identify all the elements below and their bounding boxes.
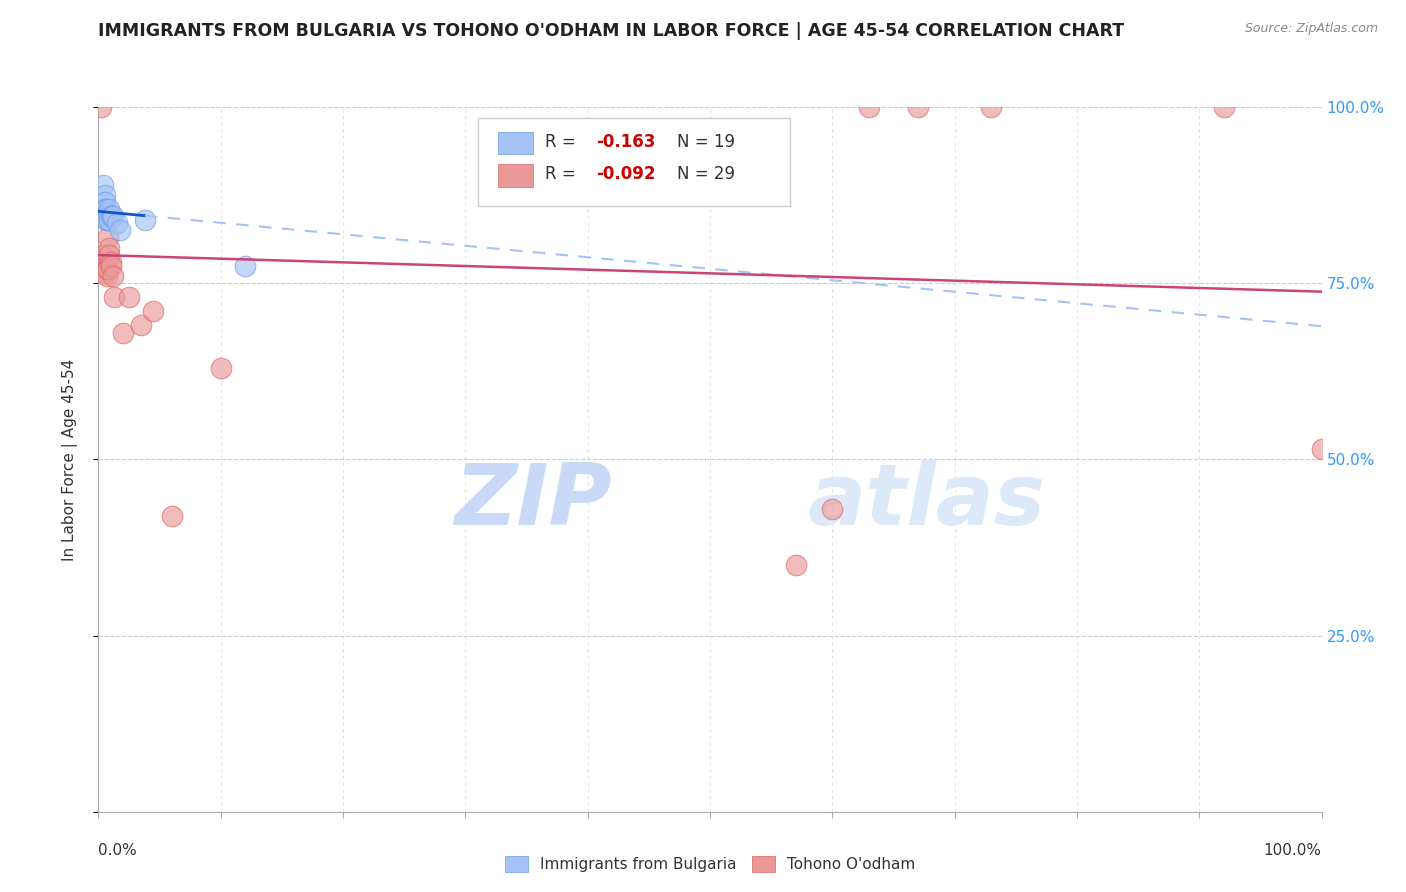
Point: [160, 508, 183, 523]
Text: 0.0%: 0.0%: [98, 844, 138, 858]
Point: [90, 100, 112, 114]
Point: [233, 259, 256, 273]
Y-axis label: In Labor Force | Age 45-54: In Labor Force | Age 45-54: [62, 359, 77, 560]
Bar: [498, 164, 533, 186]
Point: [97, 209, 120, 223]
Text: -0.092: -0.092: [596, 165, 655, 183]
Point: [105, 216, 128, 230]
Text: atlas: atlas: [808, 460, 1046, 543]
Point: [97, 262, 120, 277]
Bar: [498, 132, 533, 154]
Point: [209, 360, 232, 375]
Point: [98, 248, 121, 262]
Text: Source: ZipAtlas.com: Source: ZipAtlas.com: [1244, 22, 1378, 36]
Text: 100.0%: 100.0%: [1264, 844, 1322, 858]
Point: [100, 255, 122, 269]
Point: [101, 269, 124, 284]
Point: [93, 188, 115, 202]
Text: R =: R =: [546, 165, 581, 183]
Point: [118, 290, 141, 304]
Text: ZIP: ZIP: [454, 460, 612, 543]
Point: [858, 100, 880, 114]
Point: [907, 100, 929, 114]
Text: IMMIGRANTS FROM BULGARIA VS TOHONO O'ODHAM IN LABOR FORCE | AGE 45-54 CORRELATIO: IMMIGRANTS FROM BULGARIA VS TOHONO O'ODH…: [98, 22, 1125, 40]
Point: [142, 304, 165, 318]
Point: [94, 262, 117, 277]
Point: [134, 212, 156, 227]
Point: [93, 202, 115, 217]
Point: [91, 248, 114, 262]
Text: N = 19: N = 19: [678, 133, 735, 151]
Text: R =: R =: [546, 133, 581, 151]
Point: [96, 269, 118, 284]
Point: [93, 195, 115, 210]
Point: [91, 178, 114, 192]
Point: [93, 259, 115, 273]
Point: [110, 223, 132, 237]
Text: N = 29: N = 29: [678, 165, 735, 183]
Point: [1212, 100, 1234, 114]
Point: [98, 241, 121, 255]
Point: [100, 259, 122, 273]
Point: [101, 209, 124, 223]
Point: [111, 326, 134, 340]
Point: [980, 100, 1002, 114]
Point: [94, 202, 117, 217]
Text: -0.163: -0.163: [596, 133, 655, 151]
Point: [96, 212, 118, 227]
Point: [100, 209, 122, 223]
Point: [98, 202, 121, 217]
Point: [98, 212, 121, 227]
Point: [94, 209, 117, 223]
Point: [103, 290, 125, 304]
Point: [94, 259, 117, 273]
Point: [1310, 442, 1333, 456]
Point: [97, 230, 120, 244]
FancyBboxPatch shape: [478, 118, 790, 206]
Point: [96, 205, 118, 219]
Point: [96, 262, 118, 277]
Point: [785, 558, 807, 573]
Point: [94, 212, 117, 227]
Point: [129, 318, 152, 333]
Legend: Immigrants from Bulgaria, Tohono O'odham: Immigrants from Bulgaria, Tohono O'odham: [499, 850, 921, 878]
Point: [101, 209, 124, 223]
Point: [93, 266, 115, 280]
Point: [821, 501, 844, 516]
